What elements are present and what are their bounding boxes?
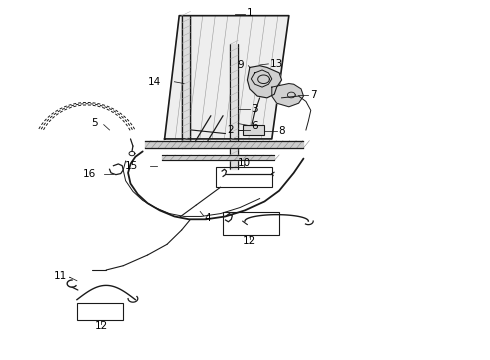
Polygon shape [272,84,303,107]
Polygon shape [182,16,191,148]
Text: 15: 15 [124,161,138,171]
Text: 13: 13 [270,59,283,68]
Text: 8: 8 [278,126,285,136]
Text: 11: 11 [54,271,67,282]
Text: 12: 12 [243,237,256,247]
Polygon shape [165,16,289,139]
Polygon shape [230,44,238,169]
Bar [77,303,123,320]
Polygon shape [162,155,274,160]
Bar [243,125,265,135]
Text: 2: 2 [228,125,234,135]
Polygon shape [247,66,282,98]
Bar [216,167,272,187]
Polygon shape [145,141,303,148]
Text: 9: 9 [237,60,244,70]
Text: 6: 6 [251,121,258,131]
Text: 12: 12 [95,321,108,332]
Text: 16: 16 [83,169,97,179]
Text: 1: 1 [246,8,253,18]
Text: 3: 3 [251,104,258,113]
Text: 5: 5 [91,118,98,128]
Text: 14: 14 [148,77,161,87]
Text: 10: 10 [238,158,250,168]
Bar [223,212,279,235]
Text: 7: 7 [310,90,317,100]
Text: 4: 4 [204,213,211,223]
